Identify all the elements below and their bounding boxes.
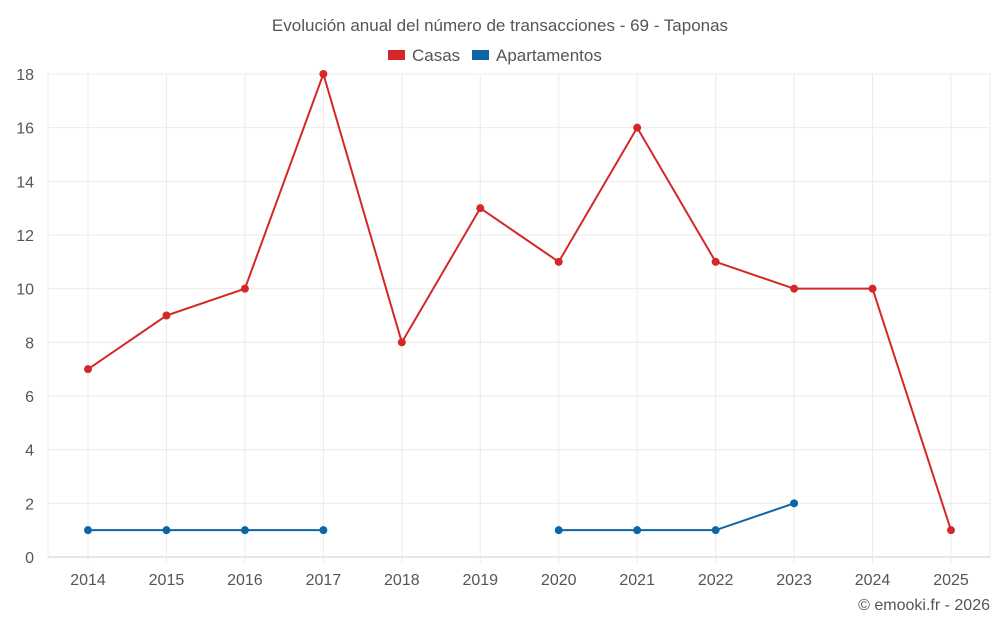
data-point bbox=[790, 499, 799, 508]
data-point bbox=[633, 526, 642, 535]
x-tick-label: 2016 bbox=[227, 572, 263, 589]
y-tick-label: 14 bbox=[16, 174, 34, 191]
y-tick-label: 16 bbox=[16, 121, 34, 138]
chart-title: Evolución anual del número de transaccio… bbox=[272, 16, 728, 35]
legend-label-apartamentos: Apartamentos bbox=[496, 46, 602, 65]
data-point bbox=[162, 311, 171, 320]
data-point bbox=[240, 284, 249, 293]
legend-swatch-apartamentos bbox=[472, 50, 489, 60]
x-tick-label: 2017 bbox=[306, 572, 342, 589]
data-point bbox=[711, 257, 720, 266]
data-point bbox=[162, 526, 171, 535]
x-tick-label: 2023 bbox=[776, 572, 812, 589]
data-point bbox=[790, 284, 799, 293]
credit: © emooki.fr - 2026 bbox=[858, 597, 990, 614]
y-tick-label: 18 bbox=[16, 67, 34, 84]
x-tick-label: 2021 bbox=[619, 572, 655, 589]
grid bbox=[47, 73, 991, 563]
legend: Casas Apartamentos bbox=[388, 46, 602, 65]
y-tick-label: 10 bbox=[16, 282, 34, 299]
series-casas bbox=[84, 70, 955, 535]
y-tick-label: 6 bbox=[25, 389, 34, 406]
y-tick-label: 4 bbox=[25, 443, 34, 460]
data-point bbox=[868, 284, 877, 293]
x-tick-label: 2018 bbox=[384, 572, 420, 589]
data-point bbox=[476, 204, 485, 213]
legend-swatch-casas bbox=[388, 50, 405, 60]
data-point bbox=[319, 526, 328, 535]
x-tick-label: 2025 bbox=[933, 572, 969, 589]
data-point bbox=[554, 257, 563, 266]
data-point bbox=[633, 123, 642, 132]
legend-label-casas: Casas bbox=[412, 46, 460, 65]
data-point bbox=[84, 365, 92, 374]
y-tick-label: 12 bbox=[16, 228, 34, 245]
axes: 0 2 4 6 8 10 12 14 16 18 2014 2015 2016 2017 2018 2019 2… bbox=[16, 67, 969, 589]
series-line bbox=[87, 70, 952, 531]
data-point bbox=[84, 526, 92, 535]
data-point bbox=[240, 526, 249, 535]
y-tick-label: 0 bbox=[25, 550, 34, 567]
y-tick-label: 8 bbox=[25, 335, 34, 352]
x-tick-label: 2022 bbox=[698, 572, 734, 589]
data-point bbox=[554, 526, 563, 535]
x-tick-label: 2024 bbox=[855, 572, 891, 589]
x-tick-label: 2020 bbox=[541, 572, 577, 589]
data-point bbox=[711, 526, 720, 535]
x-tick-label: 2019 bbox=[462, 572, 498, 589]
data-point bbox=[319, 70, 328, 78]
data-point bbox=[947, 526, 955, 535]
series-line bbox=[558, 502, 795, 532]
series bbox=[84, 70, 955, 535]
y-tick-label: 2 bbox=[25, 496, 34, 513]
series-apartamentos bbox=[84, 499, 799, 535]
x-tick-label: 2015 bbox=[149, 572, 185, 589]
data-point bbox=[397, 338, 406, 347]
x-tick-label: 2014 bbox=[70, 572, 106, 589]
